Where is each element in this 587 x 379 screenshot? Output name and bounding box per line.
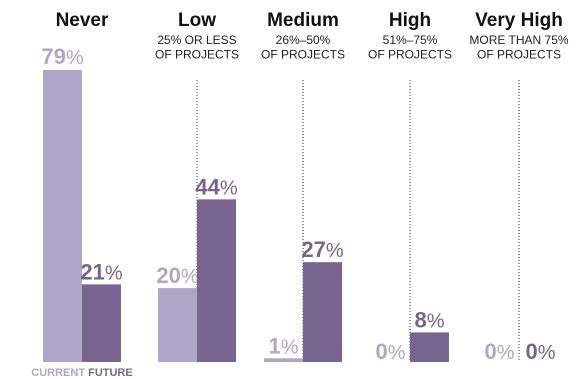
category-subtitle-low: OF PROJECTS <box>155 48 239 62</box>
category-subtitle-medium: OF PROJECTS <box>261 48 345 62</box>
category-title-low: Low <box>178 10 216 31</box>
category-subtitle-high: OF PROJECTS <box>368 48 452 62</box>
category-title-medium: Medium <box>267 10 339 31</box>
bar-future-never <box>82 284 121 362</box>
bar-current-medium <box>264 358 303 362</box>
value-label-current-low: 20% <box>156 263 198 288</box>
value-label-current-never: 79% <box>41 44 83 69</box>
category-subtitle-very-high: OF PROJECTS <box>477 48 561 62</box>
bar-future-low <box>197 199 236 362</box>
bar-future-high <box>410 332 449 362</box>
bar-current-low <box>158 288 197 362</box>
category-subtitle-medium: 26%–50% <box>276 33 331 47</box>
value-label-future-never: 21% <box>80 259 122 284</box>
value-label-future-high: 8% <box>414 307 444 332</box>
legend-future: FUTURE <box>85 367 133 379</box>
category-title-high: High <box>389 10 431 31</box>
value-label-current-very-high: 0% <box>484 339 514 364</box>
category-title-very-high: Very High <box>475 10 563 31</box>
value-label-current-medium: 1% <box>268 333 298 358</box>
bar-current-never <box>43 70 82 362</box>
legend-current: CURRENT <box>31 367 85 379</box>
bar-future-medium <box>303 262 342 362</box>
value-label-future-low: 44% <box>195 174 237 199</box>
value-label-current-high: 0% <box>375 339 405 364</box>
legend: CURRENT FUTURE <box>31 367 132 379</box>
value-label-future-very-high: 0% <box>525 339 555 364</box>
category-subtitle-very-high: MORE THAN 75% <box>469 33 568 47</box>
category-subtitle-low: 25% OR LESS <box>157 33 236 47</box>
value-label-future-medium: 27% <box>301 237 343 262</box>
category-subtitle-high: 51%–75% <box>383 33 438 47</box>
category-title-never: Never <box>56 10 109 31</box>
